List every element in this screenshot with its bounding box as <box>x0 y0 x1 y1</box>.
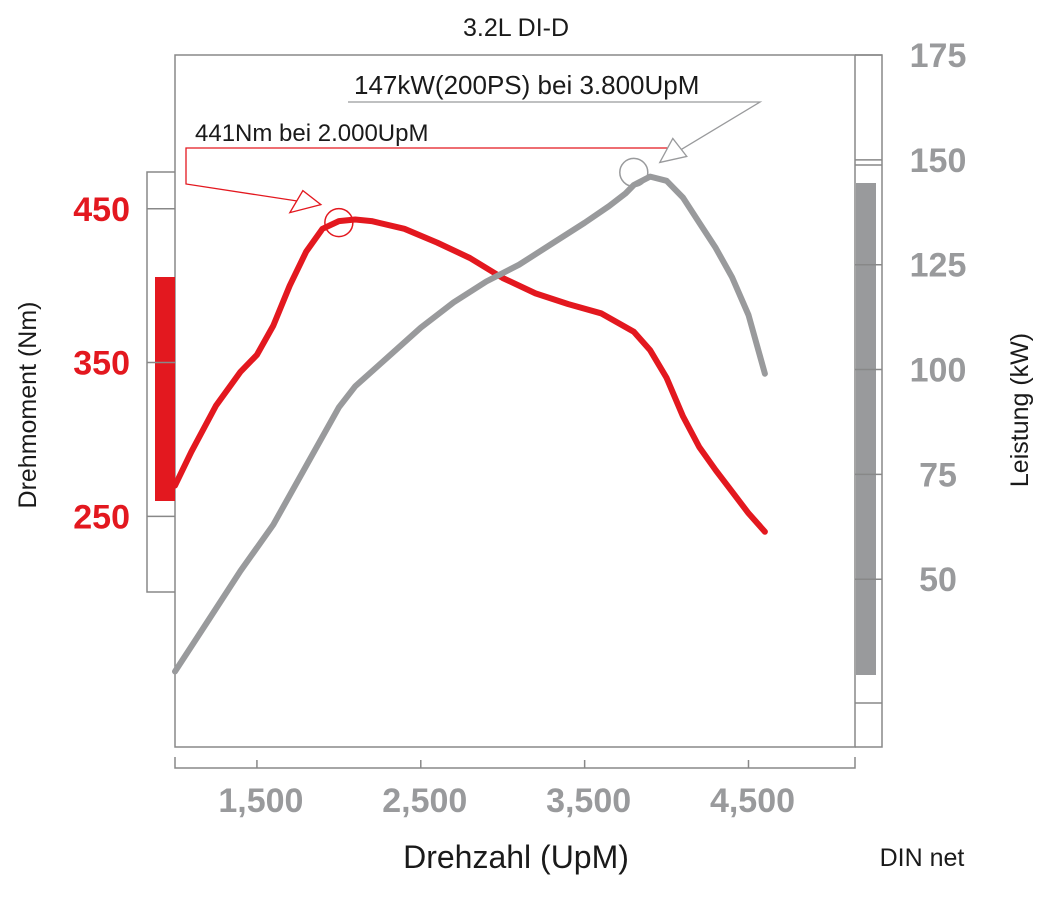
power-series-line <box>172 173 768 675</box>
chart-title: 3.2L DI-D <box>463 14 569 42</box>
x-tick-label: 4,500 <box>710 782 795 820</box>
annotation-power-arrowhead <box>658 137 688 164</box>
footnote-din: DIN net <box>880 844 965 872</box>
torque-series-line <box>172 216 768 535</box>
plot-frame <box>174 54 856 748</box>
power-range-bar <box>856 183 876 675</box>
y-left-tick-label: 450 <box>73 191 130 229</box>
annotation-torque-label: 441Nm bei 2.000UpM <box>195 120 428 147</box>
x-tick-label: 2,500 <box>382 782 467 820</box>
x-tick-label: 1,500 <box>218 782 303 820</box>
y-right-tick-label: 100 <box>910 352 967 390</box>
peak-marker-circle <box>619 157 649 188</box>
y-right-tick-label: 75 <box>919 456 957 494</box>
y-right-tick-label: 50 <box>919 561 957 599</box>
annotation-torque-leader <box>185 147 668 206</box>
y-left-axis-label: Drehmoment (Nm) <box>14 302 42 509</box>
x-axis-bracket <box>174 757 856 769</box>
y-right-axis-label: Leistung (kW) <box>1006 333 1034 487</box>
annotation-power-label: 147kW(200PS) bei 3.800UpM <box>354 70 699 100</box>
y-left-tick-label: 250 <box>73 498 130 536</box>
x-axis-label: Drehzahl (UpM) <box>403 839 629 875</box>
y-left-tick-label: 350 <box>73 345 130 383</box>
annotation-power-leader <box>348 101 763 163</box>
y-right-tick-label: 125 <box>910 247 967 285</box>
y-right-tick-label: 175 <box>910 37 967 75</box>
torque-range-bracket <box>146 171 175 593</box>
x-tick-label: 3,500 <box>546 782 631 820</box>
torque-range-bar <box>155 277 175 501</box>
peak-marker-circle <box>324 207 354 238</box>
annotation-torque-arrowhead <box>288 189 323 214</box>
y-right-tick-label: 150 <box>910 142 967 180</box>
